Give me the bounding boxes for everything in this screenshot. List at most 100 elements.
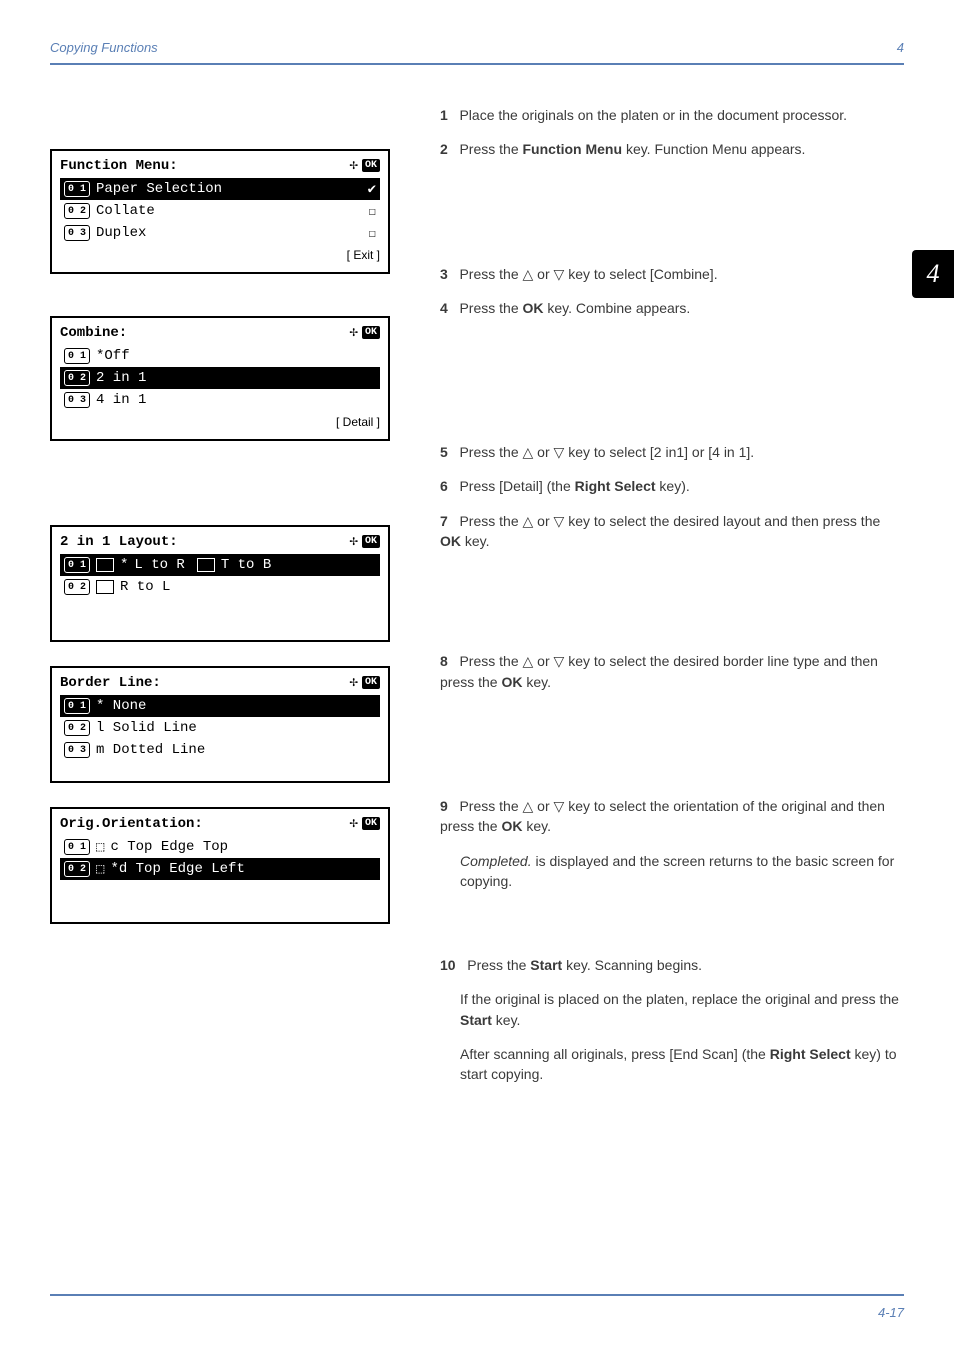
- lcd-row: 0 3 m Dotted Line: [60, 739, 380, 761]
- row-number: 0 1: [64, 181, 90, 197]
- step-text: or: [537, 513, 553, 529]
- lcd-border-line: Border Line: ✢OK 0 1 * None 0 2 l Solid …: [50, 666, 390, 783]
- step-8: 8 Press the △ or ▽ key to select the des…: [440, 651, 904, 692]
- step-text: Press the: [459, 513, 522, 529]
- step-text: Press the: [459, 653, 522, 669]
- square-icon: ☐: [369, 226, 376, 241]
- step-number: 9: [440, 798, 448, 814]
- step-text: Press [Detail] (the: [459, 478, 574, 494]
- triangle-up-icon: △: [523, 798, 534, 814]
- step-text: key. Scanning begins.: [566, 957, 702, 973]
- step-text: key. Function Menu appears.: [626, 141, 806, 157]
- lcd-row: 0 2 R to L: [60, 576, 380, 598]
- triangle-down-icon: ▽: [554, 653, 565, 669]
- row-number: 0 2: [64, 861, 90, 877]
- row-number: 0 3: [64, 392, 90, 408]
- row-number: 0 2: [64, 720, 90, 736]
- row-text: L to R: [134, 557, 184, 573]
- nav-arrows-icon: ✢: [350, 324, 358, 341]
- step-number: 8: [440, 653, 448, 669]
- lcd-row: 0 3 Duplex ☐: [60, 222, 380, 244]
- lcd-row: 0 1 * L to R T to B: [60, 554, 380, 576]
- layout-icon: [197, 558, 215, 572]
- row-number: 0 3: [64, 225, 90, 241]
- ok-badge-icon: OK: [362, 326, 380, 339]
- lcd-row: 0 2 ⬚ *d Top Edge Left: [60, 858, 380, 880]
- orientation-icon: ⬚: [96, 861, 104, 878]
- page-number: 4-17: [878, 1305, 904, 1320]
- step-number: 6: [440, 478, 448, 494]
- row-label: m Dotted Line: [96, 742, 205, 758]
- lcd-title: Function Menu:: [60, 158, 178, 174]
- layout-icon: [96, 558, 114, 572]
- chapter-tab: 4: [912, 250, 954, 298]
- step-text: Press the: [467, 957, 530, 973]
- nav-arrows-icon: ✢: [350, 815, 358, 832]
- step-text: Press the: [459, 798, 522, 814]
- orientation-icon: ⬚: [96, 839, 104, 856]
- key-name: Start: [530, 957, 562, 973]
- lcd-footer-button: [ Detail ]: [336, 415, 380, 429]
- ok-badge-icon: OK: [362, 159, 380, 172]
- step-text: Place the originals on the platen or in …: [459, 107, 847, 123]
- lcd-row: 0 2 l Solid Line: [60, 717, 380, 739]
- step-1: 1 Place the originals on the platen or i…: [440, 105, 904, 125]
- row-number: 0 1: [64, 698, 90, 714]
- step-9: 9 Press the △ or ▽ key to select the ori…: [440, 796, 904, 837]
- triangle-up-icon: △: [523, 513, 534, 529]
- step-text: or: [537, 653, 553, 669]
- lcd-title: Border Line:: [60, 675, 161, 691]
- row-number: 0 1: [64, 348, 90, 364]
- key-name: OK: [501, 818, 522, 834]
- row-number: 0 1: [64, 557, 90, 573]
- step-10b: If the original is placed on the platen,…: [440, 989, 904, 1030]
- key-name: Function Menu: [523, 141, 623, 157]
- lcd-row: 0 2 Collate ☐: [60, 200, 380, 222]
- step-text: key to select [Combine].: [568, 266, 717, 282]
- ok-badge-icon: OK: [362, 535, 380, 548]
- step-10: 10 Press the Start key. Scanning begins.: [440, 955, 904, 975]
- lcd-row: 0 2 2 in 1: [60, 367, 380, 389]
- lcd-combine: Combine: ✢OK 0 1 *Off 0 2 2 in 1 0 3 4 i…: [50, 316, 390, 441]
- step-text: key.: [465, 533, 490, 549]
- step-text: key. Combine appears.: [547, 300, 690, 316]
- key-name: Right Select: [770, 1046, 851, 1062]
- layout-icon: [96, 580, 114, 594]
- square-icon: ☐: [369, 204, 376, 219]
- step-number: 10: [440, 957, 456, 973]
- row-label: c Top Edge Top: [110, 839, 228, 855]
- step-text: key.: [496, 1012, 521, 1028]
- lcd-title: Combine:: [60, 325, 127, 341]
- key-name: OK: [523, 300, 544, 316]
- lcd-row: 0 1 *Off: [60, 345, 380, 367]
- section-number-top: 4: [897, 40, 904, 55]
- nav-arrows-icon: ✢: [350, 157, 358, 174]
- key-name: Right Select: [575, 478, 656, 494]
- key-name: Start: [460, 1012, 492, 1028]
- lcd-row: 0 1 ⬚ c Top Edge Top: [60, 836, 380, 858]
- lcd-footer-button: [ Exit ]: [347, 248, 380, 262]
- lcd-row: 0 1 * None: [60, 695, 380, 717]
- triangle-up-icon: △: [523, 266, 534, 282]
- lcd-layout: 2 in 1 Layout: ✢OK 0 1 * L to R T to B 0…: [50, 525, 390, 642]
- lcd-orientation: Orig.Orientation: ✢OK 0 1 ⬚ c Top Edge T…: [50, 807, 390, 924]
- step-7: 7 Press the △ or ▽ key to select the des…: [440, 511, 904, 552]
- row-label: R to L: [120, 579, 170, 595]
- lcd-title: Orig.Orientation:: [60, 816, 203, 832]
- row-label: *Off: [96, 348, 130, 364]
- step-10c: After scanning all originals, press [End…: [440, 1044, 904, 1085]
- step-text: key to select the desired layout and the…: [568, 513, 880, 529]
- step-text: If the original is placed on the platen,…: [460, 991, 899, 1007]
- page-title: Copying Functions: [50, 40, 158, 55]
- step-text: Press the: [459, 141, 522, 157]
- step-9b: Completed. is displayed and the screen r…: [440, 851, 904, 892]
- key-name: OK: [440, 533, 461, 549]
- step-number: 1: [440, 107, 448, 123]
- triangle-down-icon: ▽: [554, 798, 565, 814]
- row-number: 0 1: [64, 839, 90, 855]
- step-text: Press the: [459, 266, 522, 282]
- step-2: 2 Press the Function Menu key. Function …: [440, 139, 904, 159]
- step-5: 5 Press the △ or ▽ key to select [2 in1]…: [440, 442, 904, 462]
- step-number: 3: [440, 266, 448, 282]
- row-label: Collate: [96, 203, 155, 219]
